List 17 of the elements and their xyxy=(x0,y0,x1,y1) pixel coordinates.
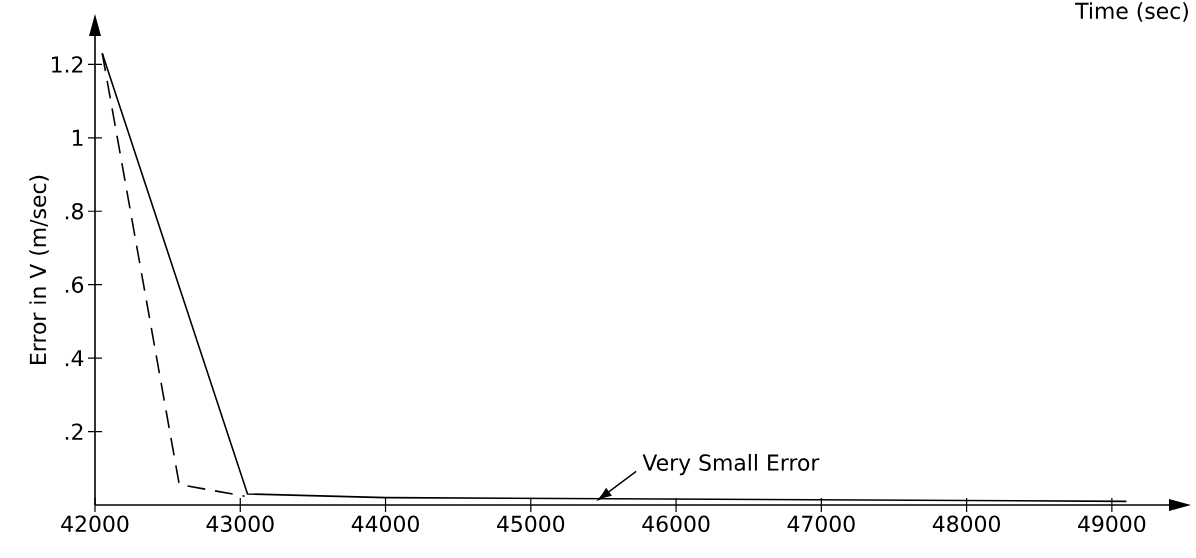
y-tick-label: .4 xyxy=(65,350,84,367)
y-tick-label: 1.2 xyxy=(52,56,83,73)
x-tick-label: 44000 xyxy=(351,515,419,533)
annotation: Very Small Error xyxy=(642,453,820,476)
y-tick-label: .2 xyxy=(65,423,83,440)
x-tick-label: 48000 xyxy=(932,515,1000,533)
x-axis-title: Time (sec) xyxy=(1075,2,1188,22)
y-tick-label: 1 xyxy=(72,129,83,146)
x-tick-label: 47000 xyxy=(787,515,855,533)
y-axis-title: Error in V (m/sec) xyxy=(29,175,49,364)
x-tick-label: 43000 xyxy=(206,515,274,533)
x-tick-label: 46000 xyxy=(642,515,710,533)
x-tick-label: 42000 xyxy=(61,515,129,533)
x-tick-label: 49000 xyxy=(1078,515,1146,533)
y-tick-label: .8 xyxy=(65,202,83,220)
y-tick-label: .6 xyxy=(65,276,84,293)
x-tick-label: 45000 xyxy=(497,515,565,533)
